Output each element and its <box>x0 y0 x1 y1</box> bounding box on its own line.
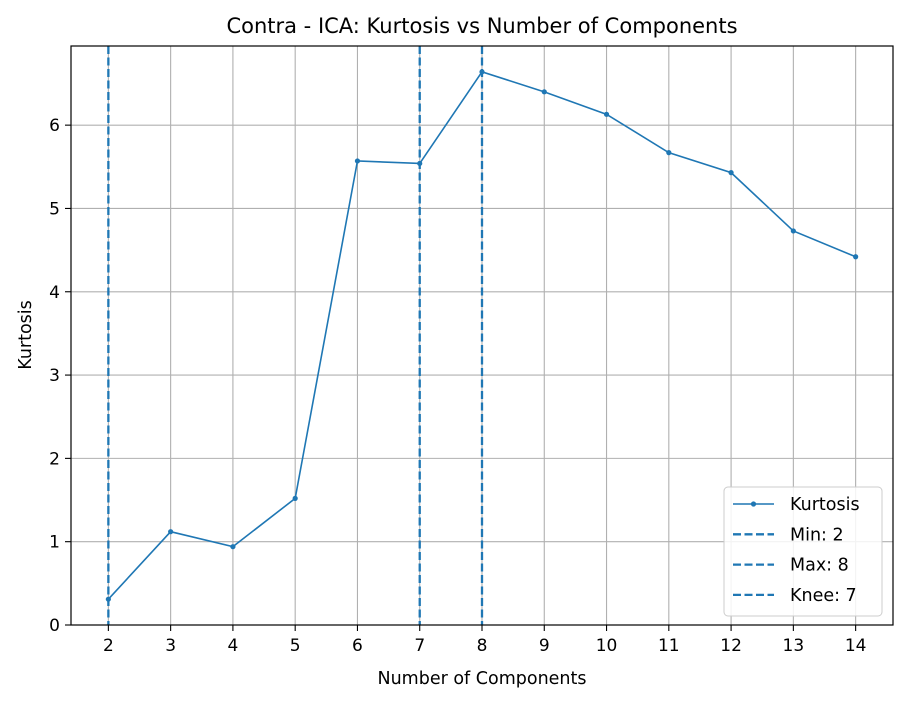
series-layer <box>105 69 859 602</box>
y-tick-label: 3 <box>49 366 60 386</box>
data-point <box>168 529 174 535</box>
x-tick-label: 14 <box>845 636 867 656</box>
x-axis-label: Number of Components <box>377 669 586 689</box>
y-tick-label: 5 <box>49 199 60 219</box>
data-point <box>230 544 236 550</box>
legend: Kurtosis Min: 2 Max: 8 Knee: 7 <box>723 486 883 617</box>
data-point <box>354 158 361 164</box>
y-tick-label: 0 <box>49 616 60 636</box>
legend-label: Max: 8 <box>790 556 849 576</box>
legend-box <box>723 486 883 617</box>
x-tick-label: 9 <box>539 636 550 656</box>
y-tick-label: 1 <box>49 533 60 553</box>
x-tick-label: 11 <box>658 636 680 656</box>
legend-swatch-marker <box>750 501 757 507</box>
data-point <box>666 150 672 156</box>
x-tick-label: 7 <box>414 636 425 656</box>
vertical-lines <box>107 46 484 625</box>
legend-label: Kurtosis <box>790 495 860 515</box>
y-axis-label: Kurtosis <box>16 300 36 370</box>
chart-title: Contra - ICA: Kurtosis vs Number of Comp… <box>226 14 737 38</box>
data-point <box>541 89 547 95</box>
x-tick-label: 2 <box>103 636 114 656</box>
data-point <box>479 69 485 75</box>
legend-label: Knee: 7 <box>790 586 857 606</box>
y-tick-label: 4 <box>49 283 60 303</box>
data-point <box>790 228 796 234</box>
y-tick-label: 2 <box>49 449 60 469</box>
x-tick-label: 6 <box>352 636 363 656</box>
x-tick-label: 13 <box>783 636 805 656</box>
x-axis-ticks: 2 3 4 5 6 7 8 9 10 11 12 13 14 <box>103 625 867 656</box>
x-tick-label: 10 <box>596 636 618 656</box>
data-point <box>417 160 423 167</box>
data-point <box>292 495 298 501</box>
x-tick-label: 8 <box>477 636 488 656</box>
x-tick-label: 12 <box>720 636 742 656</box>
data-point <box>853 254 859 260</box>
data-point <box>728 170 734 176</box>
y-axis-ticks: 0 1 2 3 4 5 6 <box>49 116 71 636</box>
data-point <box>105 596 111 602</box>
legend-label: Min: 2 <box>790 525 844 545</box>
y-tick-label: 6 <box>49 116 60 136</box>
data-point <box>603 111 610 117</box>
x-tick-label: 5 <box>290 636 301 656</box>
x-tick-label: 3 <box>165 636 176 656</box>
x-tick-label: 4 <box>227 636 238 656</box>
